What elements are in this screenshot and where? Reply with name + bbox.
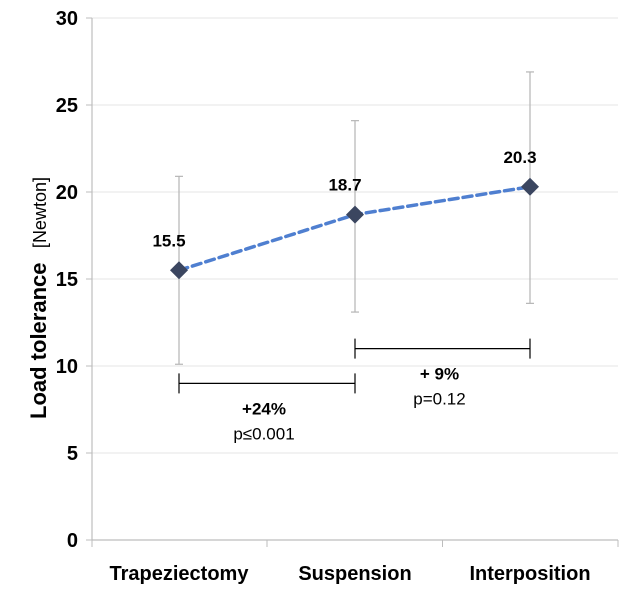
y-tick-label: 10 bbox=[56, 356, 78, 378]
data-markers bbox=[170, 177, 539, 280]
y-axis-label-unit: [Newton] bbox=[30, 177, 50, 248]
data-point-marker bbox=[170, 261, 188, 280]
data-point-marker bbox=[346, 205, 364, 224]
comparison-brackets: +24% p≤0.001 + 9% p=0.12 bbox=[178, 338, 531, 443]
data-label: 18.7 bbox=[328, 176, 361, 195]
y-tick-label: 5 bbox=[67, 443, 78, 465]
axes bbox=[86, 17, 619, 547]
x-tick-labels: Trapeziectomy Suspension Interposition bbox=[110, 563, 591, 585]
data-label: 15.5 bbox=[152, 231, 185, 250]
data-point-marker bbox=[521, 177, 539, 196]
data-label: 20.3 bbox=[503, 148, 536, 167]
y-axis-label: Load tolerance [Newton] bbox=[26, 177, 51, 419]
comparison-change-label: + 9% bbox=[420, 365, 459, 384]
y-tick-labels: 0 5 10 15 20 25 30 bbox=[56, 8, 78, 552]
y-axis-label-main: Load tolerance bbox=[26, 263, 51, 419]
y-tick-label: 25 bbox=[56, 95, 78, 117]
x-tick-label: Suspension bbox=[298, 563, 411, 585]
comparison-change-label: +24% bbox=[242, 399, 286, 418]
data-labels: 15.5 18.7 20.3 bbox=[152, 148, 536, 251]
x-tick-label: Interposition bbox=[469, 563, 590, 585]
x-tick-label: Trapeziectomy bbox=[110, 563, 250, 585]
y-tick-label: 15 bbox=[56, 269, 78, 291]
comparison-pvalue-label: p≤0.001 bbox=[233, 424, 294, 443]
y-tick-label: 0 bbox=[67, 530, 78, 552]
y-tick-label: 30 bbox=[56, 8, 78, 30]
comparison-pvalue-label: p=0.12 bbox=[413, 390, 465, 409]
y-tick-label: 20 bbox=[56, 182, 78, 204]
